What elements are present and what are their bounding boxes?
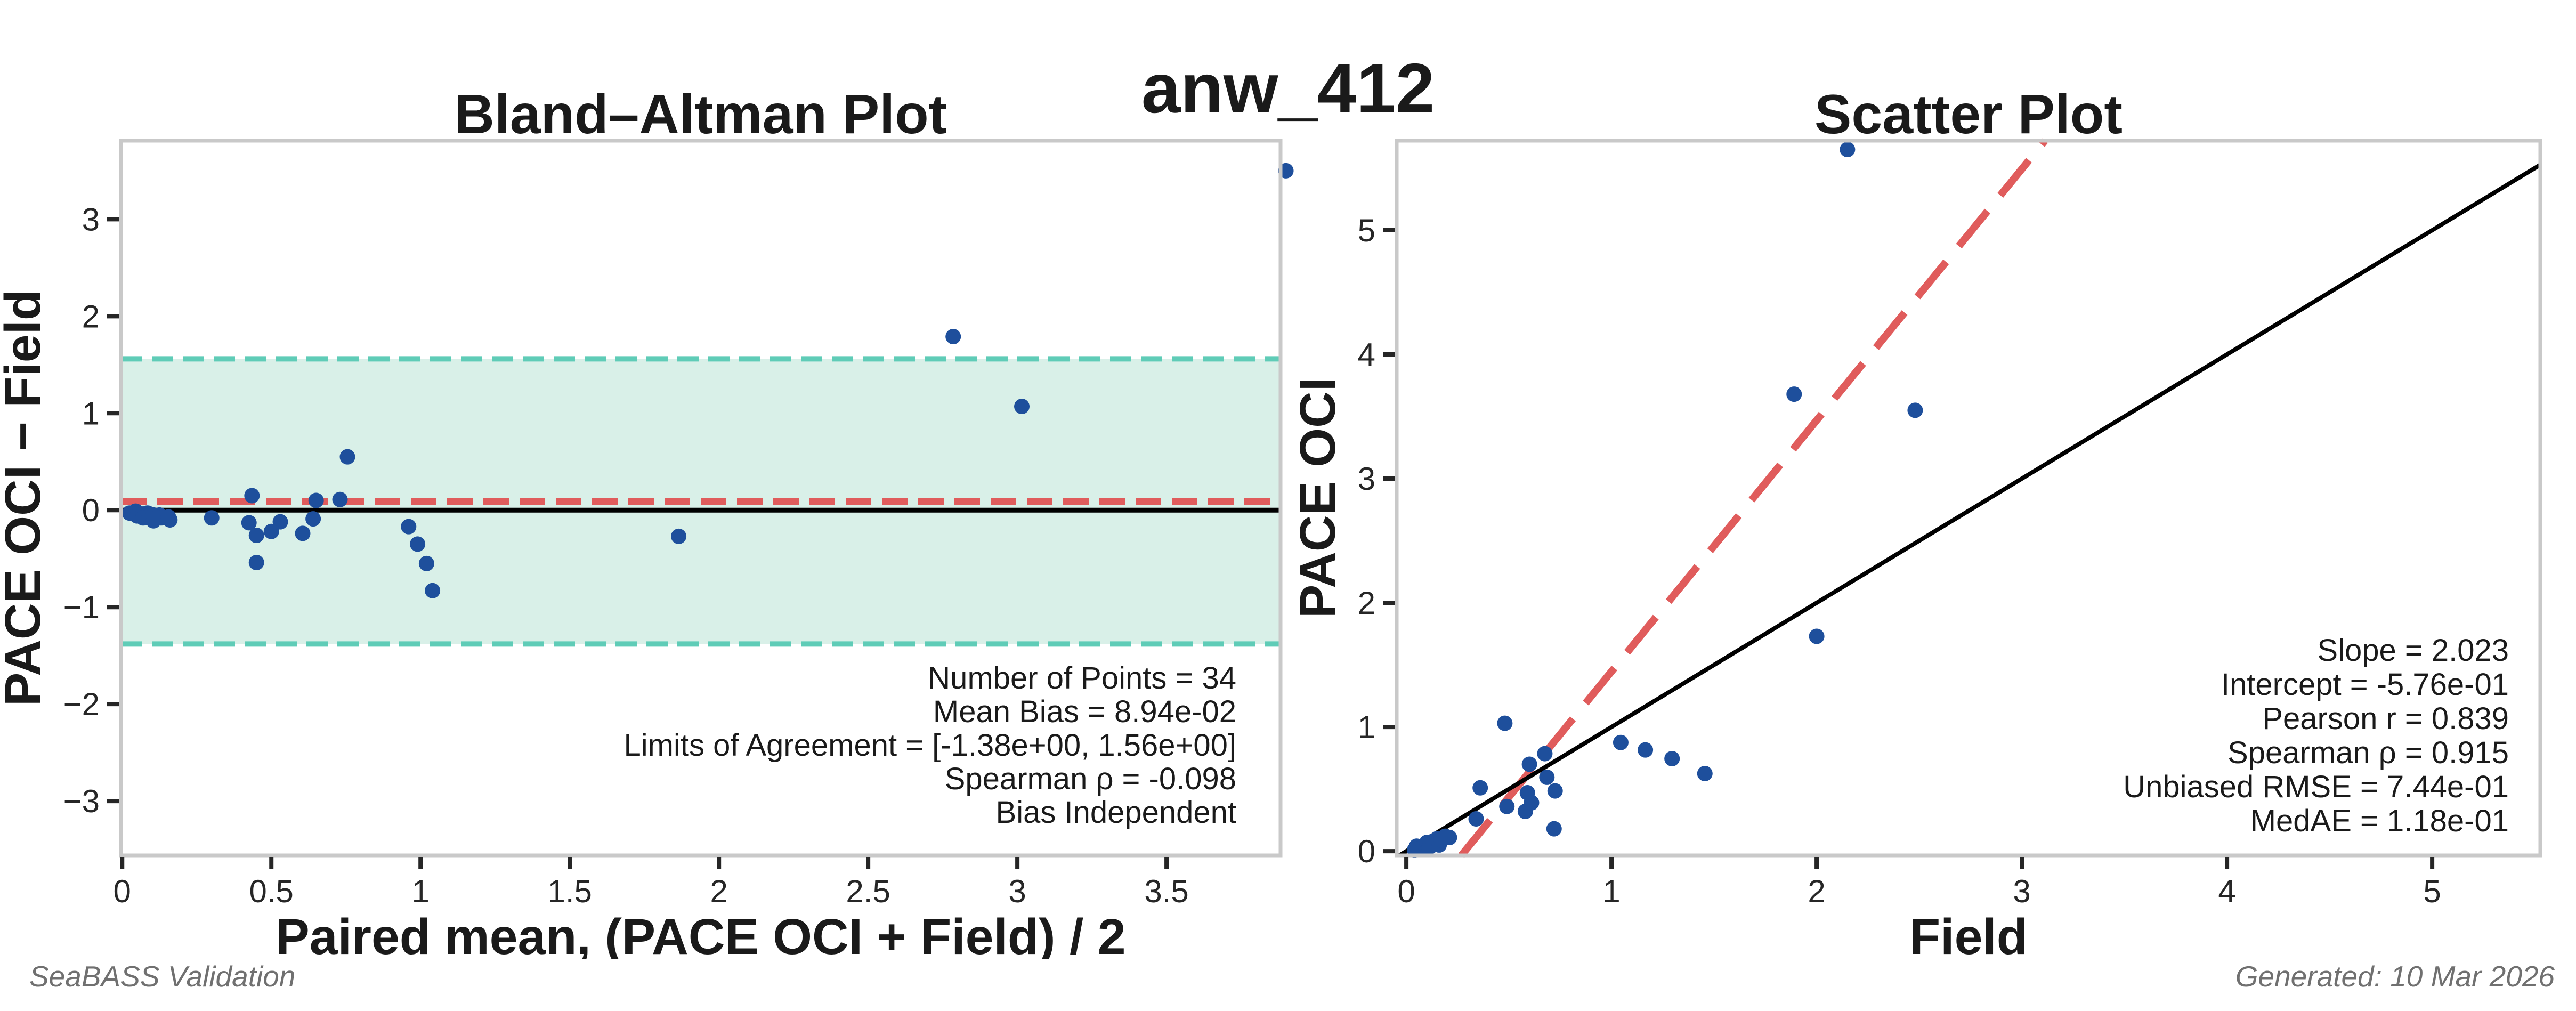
y-axis-label: PACE OCI [1290, 377, 1346, 618]
x-tick-label: 2.5 [846, 873, 890, 909]
y-tick-label: 4 [1358, 337, 1375, 373]
data-point [263, 523, 279, 539]
data-point [241, 515, 257, 531]
y-tick-label: 2 [1358, 585, 1375, 621]
y-tick-label: 2 [82, 298, 100, 334]
stat-line: Spearman ρ = 0.915 [2227, 735, 2509, 770]
footer-generated: Generated: 10 Mar 2026 [2235, 960, 2555, 993]
data-point [401, 519, 417, 535]
data-point [248, 554, 264, 570]
x-tick-label: 0 [114, 873, 131, 909]
y-tick-label: 0 [1358, 834, 1375, 869]
x-axis-label: Paired mean, (PACE OCI + Field) / 2 [276, 909, 1125, 959]
data-point [305, 511, 321, 527]
plot-area [1395, 138, 2542, 858]
y-tick-label: 1 [82, 395, 100, 431]
data-point [295, 525, 311, 541]
stat-line: Pearson r = 0.839 [2262, 701, 2509, 736]
plot-frame [1395, 139, 2542, 858]
data-point [1664, 750, 1680, 766]
data-point [1468, 811, 1484, 827]
stat-line: Slope = 2.023 [2317, 633, 2509, 668]
ticks: 0 0.5 1 1.5 2 2.5 3 3.5 −3 −2 −1 0 1 2 3 [63, 201, 1189, 909]
data-point [1499, 798, 1515, 814]
data-point [1537, 746, 1553, 762]
data-point [945, 329, 961, 345]
data-point [248, 528, 264, 544]
y-tick-label: −2 [63, 686, 100, 722]
identity-line [1398, 163, 2542, 858]
stat-line: Limits of Agreement = [-1.38e+00, 1.56e+… [624, 728, 1237, 763]
data-point [1697, 765, 1713, 781]
plot-frame [119, 139, 1283, 858]
x-tick-label: 1 [412, 873, 430, 909]
data-point [1840, 142, 1856, 158]
figure-title: anw_412 [1141, 49, 1435, 127]
data-point [339, 449, 355, 465]
stat-line: Unbiased RMSE = 7.44e-01 [2123, 770, 2509, 804]
data-point [332, 491, 348, 507]
stat-line: Number of Points = 34 [928, 661, 1236, 695]
y-tick-label: −3 [63, 783, 100, 819]
data-point [1014, 399, 1030, 415]
stat-line: Bias Independent [996, 795, 1236, 830]
ticks: 0 1 2 3 4 5 0 1 2 3 4 5 [1358, 213, 2441, 909]
data-point [1786, 386, 1802, 402]
x-tick-label: 1.5 [547, 873, 592, 909]
plot-title: Scatter Plot [1814, 84, 2123, 145]
data-point [418, 555, 434, 571]
x-tick-label: 5 [2423, 873, 2441, 909]
data-point [671, 528, 687, 544]
bland-altman-svg: 0 0.5 1 1.5 2 2.5 3 3.5 −3 −2 −1 0 1 2 3 Number of Poi… [0, 84, 1294, 959]
data-point [204, 510, 220, 526]
x-axis-label: Field [1909, 909, 2028, 959]
stat-line: MedAE = 1.18e-01 [2250, 804, 2509, 838]
data-point [1497, 715, 1513, 731]
data-point [162, 512, 178, 528]
x-tick-label: 1 [1602, 873, 1620, 909]
data-point [1546, 821, 1562, 837]
data-point [272, 514, 288, 530]
x-tick-label: 0 [1397, 873, 1415, 909]
x-tick-label: 3 [1008, 873, 1026, 909]
data-point [1907, 402, 1923, 418]
data-point [410, 536, 426, 552]
data-point [1521, 756, 1537, 772]
data-point [244, 488, 260, 504]
plot-area [119, 139, 1294, 858]
y-tick-label: −1 [63, 589, 100, 625]
data-point [425, 583, 441, 598]
data-point [1441, 829, 1457, 845]
y-tick-label: 5 [1358, 213, 1375, 248]
plot-title: Bland–Altman Plot [455, 84, 947, 145]
data-point [1524, 795, 1540, 811]
stat-line: Mean Bias = 8.94e-02 [933, 694, 1236, 729]
y-tick-label: 3 [82, 201, 100, 237]
x-tick-label: 3 [2013, 873, 2030, 909]
x-tick-label: 3.5 [1144, 873, 1188, 909]
x-tick-label: 2 [710, 873, 727, 909]
y-tick-label: 1 [1358, 709, 1375, 745]
footer-source: SeaBASS Validation [29, 960, 296, 993]
data-point [1539, 769, 1555, 785]
x-tick-label: 2 [1808, 873, 1825, 909]
data-point [1613, 734, 1629, 750]
data-point [1638, 742, 1654, 758]
data-point [1547, 783, 1563, 799]
y-tick-label: 3 [1358, 461, 1375, 497]
data-point [1472, 780, 1488, 796]
x-tick-label: 4 [2218, 873, 2235, 909]
y-tick-label: 0 [82, 492, 100, 528]
stat-line: Spearman ρ = -0.098 [945, 762, 1236, 796]
regression-line [1458, 138, 2048, 858]
data-point [1809, 628, 1825, 644]
x-tick-label: 0.5 [249, 873, 294, 909]
stat-line: Intercept = -5.76e-01 [2221, 667, 2509, 702]
y-axis-label: PACE OCI − Field [0, 289, 51, 706]
data-point [308, 492, 324, 508]
